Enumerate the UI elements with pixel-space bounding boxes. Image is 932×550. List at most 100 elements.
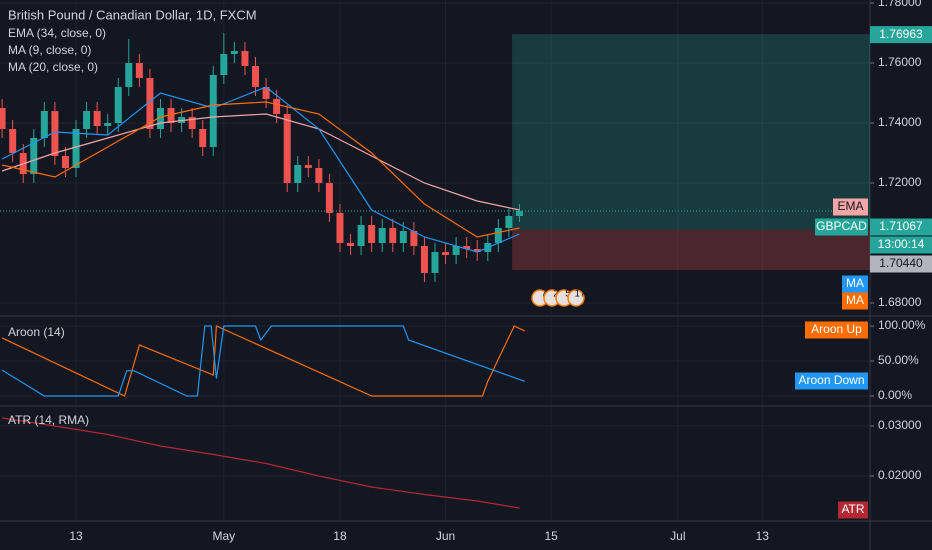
y-tick-label: 1.74000 xyxy=(878,115,922,129)
candle-body xyxy=(336,213,344,243)
y-tick-label: 0.02000 xyxy=(878,468,922,482)
legend-entry: EMA (34, close, 0) xyxy=(8,26,106,40)
y-tick-label: 1.72000 xyxy=(878,175,922,189)
event-count: 17 xyxy=(574,289,586,300)
candle-body xyxy=(30,138,38,174)
x-tick-label: 13 xyxy=(69,529,83,543)
last-price-label-bg xyxy=(870,218,932,236)
aroon-down-badge: Aroon Down xyxy=(798,373,864,387)
candle-body xyxy=(125,63,133,87)
y-tick-label: 1.78000 xyxy=(878,0,922,9)
y-tick-label: 100.00% xyxy=(878,318,926,332)
y-tick-label: 1.68000 xyxy=(878,295,922,309)
candle-body xyxy=(83,111,91,129)
pane-title: ATR (14, RMA) xyxy=(8,413,89,427)
candle-body xyxy=(241,51,249,66)
ema-badge: EMA xyxy=(837,199,863,213)
candle-body xyxy=(93,111,101,126)
x-tick-label: Jul xyxy=(670,529,685,543)
atr-badge: ATR xyxy=(841,502,864,516)
ma-badge: MA xyxy=(846,293,864,307)
candle-body xyxy=(315,168,323,183)
target-label: 1.76963 xyxy=(879,27,923,41)
ma-badge: MA xyxy=(846,276,864,290)
profit-zone xyxy=(512,34,870,230)
candle-body xyxy=(420,246,428,273)
entry-label-bg xyxy=(870,255,932,273)
candle-body xyxy=(325,183,333,213)
y-tick-label: 1.76000 xyxy=(878,55,922,69)
candle-body xyxy=(199,129,207,147)
last-price-label: 1.71067 xyxy=(879,219,923,233)
x-tick-label: May xyxy=(212,529,235,543)
candle-body xyxy=(431,252,439,273)
x-tick-label: Jun xyxy=(436,529,455,543)
candle-body xyxy=(104,123,112,126)
aroon-up-badge-bg xyxy=(805,321,868,339)
candle-body xyxy=(515,210,523,216)
candle-body xyxy=(167,108,175,123)
y-tick-label: 0.00% xyxy=(878,388,912,402)
symbol-badge-bg xyxy=(815,218,868,236)
candle-body xyxy=(188,117,196,129)
y-tick-label: 50.00% xyxy=(878,353,919,367)
candle-body xyxy=(40,111,48,138)
target-label-bg xyxy=(870,26,932,44)
aroon-down-badge-bg xyxy=(795,372,868,390)
candle-body xyxy=(61,156,69,168)
atr-badge-bg xyxy=(838,501,868,519)
chart-title: British Pound / Canadian Dollar, 1D, FXC… xyxy=(8,7,257,22)
candle-body xyxy=(146,78,154,129)
indicator-line xyxy=(1,325,525,397)
candle-body xyxy=(399,231,407,243)
loss-zone xyxy=(512,229,870,270)
candle-body xyxy=(273,99,281,114)
x-tick-label: 18 xyxy=(333,529,347,543)
candle-body xyxy=(114,87,122,123)
candle-body xyxy=(252,66,260,87)
countdown-label-bg xyxy=(870,236,932,254)
x-tick-label: 15 xyxy=(544,529,558,543)
candle-body xyxy=(9,129,17,153)
legend-entry: MA (20, close, 0) xyxy=(8,60,98,74)
candle-body xyxy=(494,228,502,243)
candle-body xyxy=(294,165,302,183)
countdown-label: 13:00:14 xyxy=(878,237,925,251)
candle-body xyxy=(0,108,6,129)
ema-badge-bg xyxy=(833,198,868,216)
candle-body xyxy=(410,231,418,246)
candle-body xyxy=(262,87,270,99)
entry-label: 1.70440 xyxy=(879,256,923,270)
indicator-line xyxy=(2,417,520,509)
indicator-line xyxy=(1,101,520,238)
candle-body xyxy=(378,228,386,243)
candle-body xyxy=(463,246,471,249)
aroon-up-badge: Aroon Up xyxy=(811,322,862,336)
candle-body xyxy=(135,63,143,78)
ma-badge-bg xyxy=(842,292,868,310)
candle-body xyxy=(357,225,365,246)
candle-body xyxy=(347,243,355,246)
y-tick-label: 0.03000 xyxy=(878,418,922,432)
pane-title: Aroon (14) xyxy=(8,325,65,339)
candle-body xyxy=(220,54,228,75)
candle-body xyxy=(452,246,460,255)
candle-body xyxy=(389,228,397,243)
candle-body xyxy=(156,108,164,129)
x-tick-label: 13 xyxy=(756,529,770,543)
symbol-badge: GBPCAD xyxy=(816,219,867,233)
event-bubble[interactable] xyxy=(567,289,585,307)
candle-body xyxy=(473,249,481,252)
candle-body xyxy=(230,51,238,54)
ma-badge-bg xyxy=(842,275,868,293)
candle-body xyxy=(505,216,513,228)
legend-entry: MA (9, close, 0) xyxy=(8,43,91,57)
candle-body xyxy=(283,114,291,183)
indicator-line xyxy=(1,86,520,253)
candle-body xyxy=(51,111,59,156)
candle-body xyxy=(304,165,312,168)
candle-body xyxy=(442,252,450,255)
candle-body xyxy=(72,129,80,168)
